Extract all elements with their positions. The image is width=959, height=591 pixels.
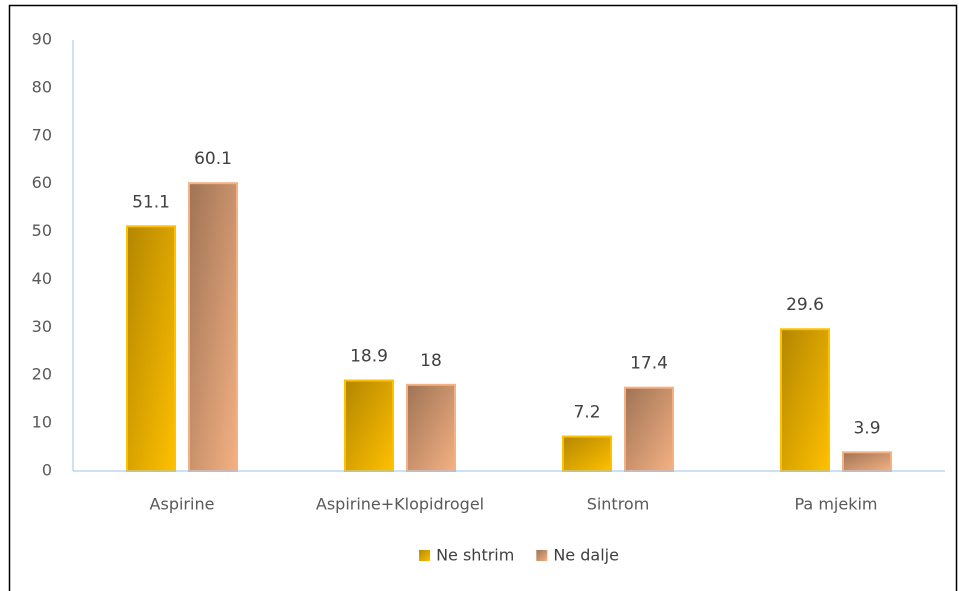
y-tick-label: 20 [32, 365, 52, 384]
data-label: 60.1 [194, 149, 232, 169]
y-tick-label: 30 [32, 317, 52, 336]
y-tick-label: 50 [32, 221, 52, 240]
data-label: 18.9 [350, 346, 388, 366]
data-label: 3.9 [853, 418, 880, 438]
bar [344, 379, 394, 472]
bar [562, 435, 612, 472]
legend-label: Ne dalje [553, 546, 619, 565]
bar [406, 383, 456, 472]
data-label: 17.4 [630, 354, 668, 374]
data-label: 51.1 [132, 192, 170, 212]
y-tick-label: 80 [32, 77, 52, 96]
x-tick-label: Sintrom [587, 495, 650, 514]
data-label: 29.6 [786, 295, 824, 315]
bar [842, 451, 892, 472]
bar [624, 386, 674, 473]
y-tick-label: 40 [32, 269, 52, 288]
legend-swatch [419, 550, 431, 561]
data-label: 7.2 [573, 403, 600, 423]
x-tick-label: Pa mjekim [795, 495, 878, 514]
y-tick-label: 10 [32, 413, 52, 432]
x-tick-label: Aspirine [150, 495, 215, 514]
legend-label: Ne shtrim [436, 546, 514, 565]
bar [780, 328, 830, 473]
y-tick-label: 60 [32, 173, 52, 192]
y-tick-label: 0 [42, 461, 52, 480]
y-tick-label: 90 [32, 30, 52, 49]
y-tick-label: 70 [32, 125, 52, 144]
legend-swatch [536, 550, 548, 561]
bar [188, 182, 238, 472]
bar [126, 225, 176, 472]
data-label: 18 [420, 351, 442, 371]
x-tick-label: Aspirine+Klopidrogel [316, 495, 484, 514]
